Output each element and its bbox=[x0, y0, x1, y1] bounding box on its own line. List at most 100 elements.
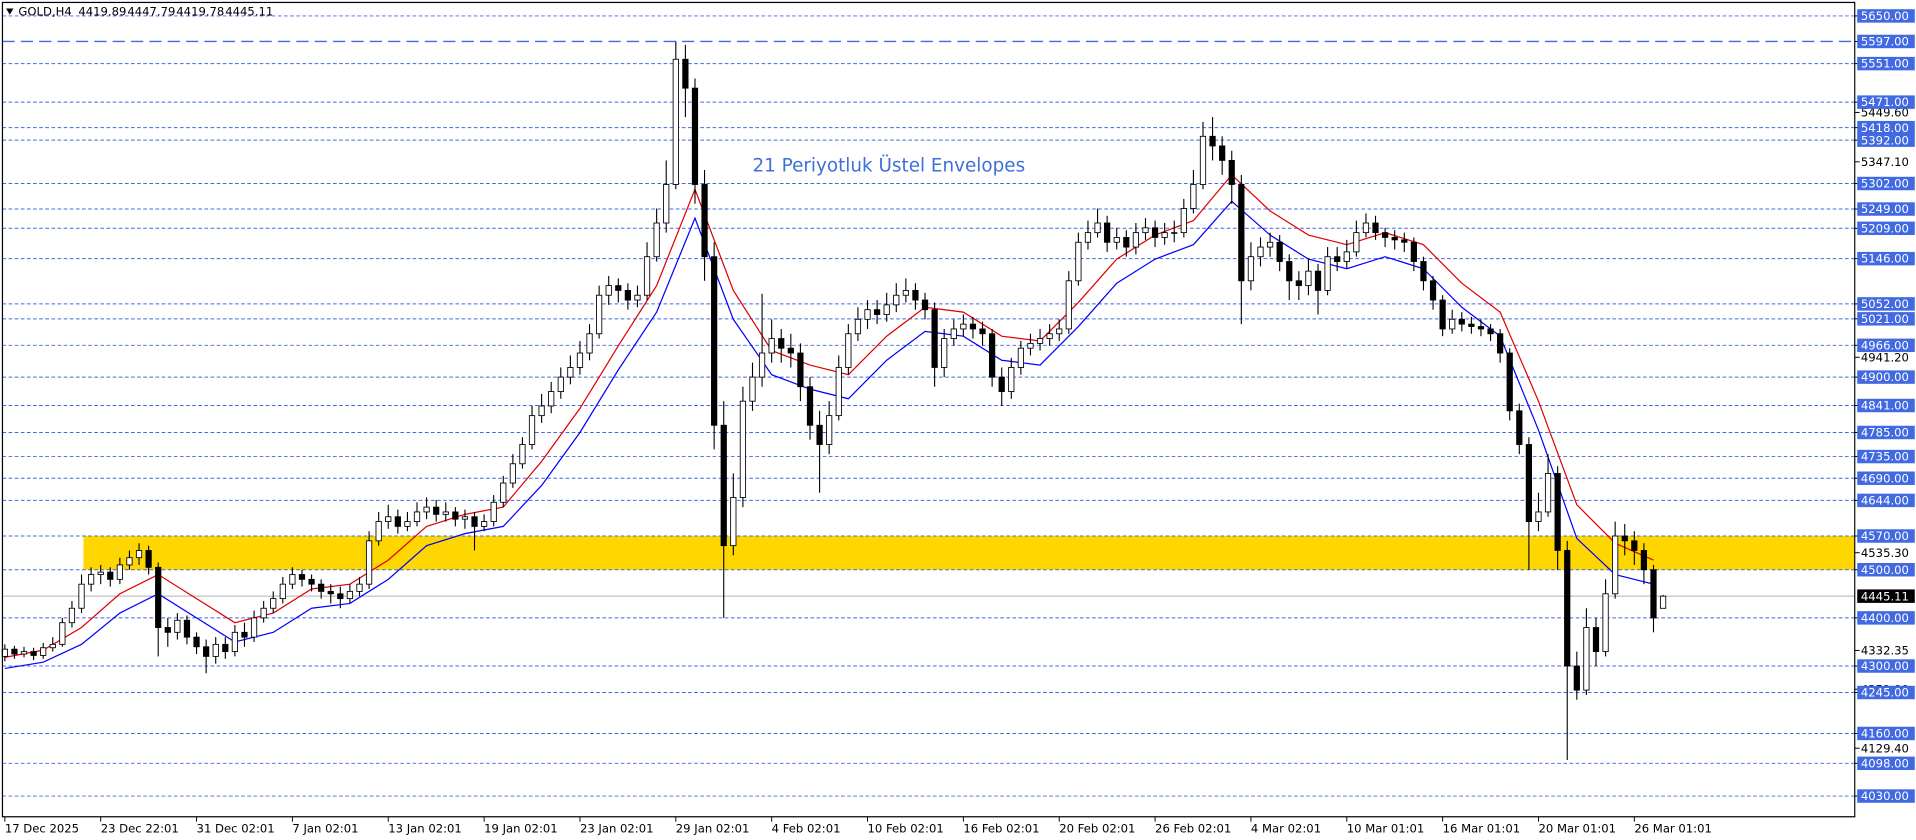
candle-body bbox=[1180, 208, 1187, 234]
candle-body bbox=[1266, 241, 1274, 248]
candle-body bbox=[941, 338, 948, 368]
level-label-bg bbox=[1857, 685, 1915, 700]
y-tick-label: 4841.00 bbox=[1861, 399, 1909, 413]
candle-body bbox=[1449, 318, 1456, 330]
candle-body bbox=[365, 540, 373, 585]
candle-body bbox=[193, 636, 200, 648]
candle-body bbox=[1161, 232, 1168, 238]
candle-body bbox=[1506, 352, 1513, 412]
candle-body bbox=[413, 511, 421, 522]
candle-body bbox=[816, 424, 823, 445]
candle-body bbox=[1420, 261, 1427, 282]
candle-body bbox=[663, 184, 670, 224]
y-tick-label: 5302.00 bbox=[1861, 177, 1909, 191]
candle-body bbox=[787, 347, 794, 354]
candle-body bbox=[289, 574, 296, 585]
level-label-bg bbox=[1857, 789, 1915, 803]
candle-body bbox=[433, 506, 440, 515]
candle-body bbox=[1094, 222, 1101, 234]
x-tick-label: 16 Mar 01:01 bbox=[1443, 822, 1521, 836]
envelope-line bbox=[4, 173, 1654, 658]
level-label-bg bbox=[1857, 563, 1915, 577]
level-label-bg bbox=[1857, 449, 1915, 464]
x-tick-label: 10 Mar 01:01 bbox=[1347, 822, 1425, 836]
candle-body bbox=[1151, 227, 1159, 238]
candle-body bbox=[1065, 280, 1072, 330]
candle-body bbox=[1305, 270, 1312, 287]
candle-body bbox=[1084, 232, 1092, 243]
candle-body bbox=[500, 482, 507, 503]
candle-body bbox=[711, 256, 718, 426]
y-tick-label: 4500.00 bbox=[1861, 563, 1909, 577]
x-tick-label: 23 Dec 22:01 bbox=[101, 822, 179, 836]
candle-body bbox=[921, 299, 929, 311]
candle-body bbox=[1075, 241, 1082, 282]
x-tick-label: 7 Jan 02:01 bbox=[292, 822, 358, 836]
candle-body bbox=[902, 289, 909, 296]
candle-body bbox=[1659, 595, 1667, 609]
y-tick-label: 4332.35 bbox=[1861, 644, 1909, 658]
level-label-bg bbox=[1857, 297, 1915, 311]
candle-body bbox=[1564, 550, 1571, 667]
candle-body bbox=[883, 304, 890, 315]
candle-body bbox=[97, 571, 104, 575]
candle-body bbox=[519, 444, 526, 465]
candle-body bbox=[298, 574, 306, 580]
y-tick-label: 5650.00 bbox=[1861, 9, 1909, 23]
candle-body bbox=[643, 256, 651, 296]
candle-body bbox=[1458, 318, 1465, 325]
last-price-bg bbox=[1857, 589, 1915, 603]
candle-body bbox=[212, 643, 219, 657]
candle-body bbox=[461, 516, 469, 520]
symbol: GOLD,H4 bbox=[18, 5, 71, 19]
candle-body bbox=[854, 318, 862, 335]
candle-body bbox=[1477, 326, 1485, 330]
candle-body bbox=[701, 184, 708, 258]
x-tick-label: 20 Feb 02:01 bbox=[1059, 822, 1135, 836]
level-label-bg bbox=[1857, 425, 1915, 440]
candle-body bbox=[40, 647, 47, 656]
y-tick-label: 4690.00 bbox=[1861, 471, 1909, 485]
candle-body bbox=[356, 583, 363, 592]
candle-body bbox=[528, 415, 536, 445]
candle-body bbox=[1612, 535, 1619, 595]
y-tick-label: 5449.60 bbox=[1861, 106, 1909, 120]
level-label-bg bbox=[1857, 56, 1915, 71]
close-value: 4445.11 bbox=[225, 5, 273, 19]
candle-body bbox=[1592, 627, 1600, 653]
candle-body bbox=[653, 222, 660, 258]
y-tick-label: 5418.00 bbox=[1861, 121, 1909, 135]
plot-area bbox=[1, 15, 1855, 797]
candle-body bbox=[969, 323, 977, 330]
candle-body bbox=[1535, 511, 1542, 522]
candle-body bbox=[989, 333, 996, 378]
x-tick-label: 29 Jan 02:01 bbox=[676, 822, 750, 836]
level-label-bg bbox=[1857, 202, 1915, 216]
candle-body bbox=[1017, 347, 1024, 368]
menu-triangle[interactable] bbox=[6, 8, 14, 15]
candle-body bbox=[135, 550, 143, 559]
candle-body bbox=[155, 566, 162, 628]
candle-body bbox=[1238, 184, 1245, 282]
level-label-bg bbox=[1857, 659, 1915, 673]
y-tick-label: 5209.00 bbox=[1861, 221, 1909, 235]
candle-body bbox=[509, 463, 516, 484]
x-tick-label: 16 Feb 02:01 bbox=[963, 822, 1039, 836]
candle-body bbox=[318, 583, 325, 592]
candle-body bbox=[1209, 135, 1216, 147]
level-label-bg bbox=[1857, 34, 1915, 49]
candle-body bbox=[222, 643, 229, 653]
low-value: 4419.78 bbox=[176, 5, 224, 19]
level-label-bg bbox=[1857, 611, 1915, 625]
candle-body bbox=[1468, 323, 1475, 327]
candle-body bbox=[730, 497, 737, 547]
y-tick-label: 5551.00 bbox=[1861, 57, 1909, 71]
candle-body bbox=[691, 87, 699, 185]
y-tick-label: 4030.00 bbox=[1861, 789, 1909, 803]
candle-body bbox=[1257, 246, 1264, 258]
candle-body bbox=[1410, 241, 1417, 262]
y-tick-label: 5146.00 bbox=[1861, 252, 1909, 266]
level-label-bg bbox=[1857, 312, 1915, 326]
candle-body bbox=[615, 285, 622, 291]
